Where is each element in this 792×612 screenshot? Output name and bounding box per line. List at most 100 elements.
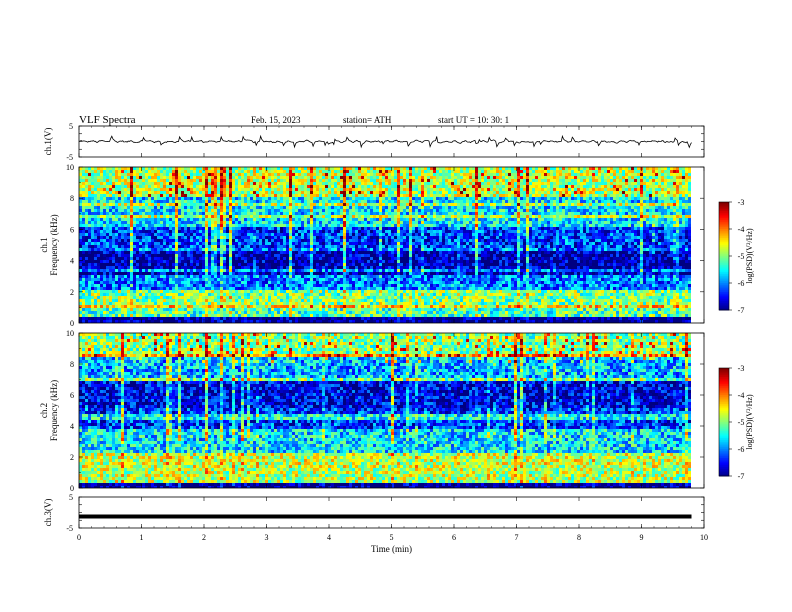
- spectrogram-cell: [169, 179, 172, 182]
- spectrogram-cell: [85, 209, 88, 212]
- spectrogram-cell: [166, 203, 169, 206]
- spectrogram-cell: [679, 209, 682, 212]
- spectrogram-cell: [490, 233, 493, 236]
- spectrogram-cell: [343, 185, 346, 188]
- spectrogram-cell: [295, 200, 298, 203]
- spectrogram-cell: [682, 221, 685, 224]
- spectrogram-cell: [661, 221, 664, 224]
- spectrogram-cell: [241, 191, 244, 194]
- spectrogram-cell: [349, 209, 352, 212]
- spectrogram-cell: [379, 215, 382, 218]
- spectrogram-cell: [538, 191, 541, 194]
- spectrogram-cell: [313, 179, 316, 182]
- spectrogram-cell: [172, 203, 175, 206]
- spectrogram-cell: [373, 233, 376, 236]
- spectrogram-cell: [283, 206, 286, 209]
- spectrogram-cell: [346, 176, 349, 179]
- spectrogram-cell: [526, 176, 529, 179]
- spectrogram-cell: [430, 179, 433, 182]
- spectrogram-cell: [283, 188, 286, 191]
- spectrogram-cell: [382, 191, 385, 194]
- spectrogram-cell: [505, 206, 508, 209]
- spectrogram-cell: [232, 179, 235, 182]
- spectrogram-cell: [259, 176, 262, 179]
- spectrogram-cell: [637, 233, 640, 236]
- spectrogram-cell: [157, 194, 160, 197]
- spectrogram-cell: [442, 188, 445, 191]
- spectrogram-cell: [664, 197, 667, 200]
- spectrogram-cell: [223, 185, 226, 188]
- spectrogram-cell: [238, 221, 241, 224]
- spectrogram-cell: [163, 188, 166, 191]
- spectrogram-cell: [310, 167, 313, 170]
- spectrogram-cell: [652, 209, 655, 212]
- spectrogram-cell: [118, 227, 121, 230]
- spectrogram-cell: [409, 206, 412, 209]
- spectrogram-cell: [208, 221, 211, 224]
- spectrogram-cell: [100, 206, 103, 209]
- spectrogram-cell: [619, 206, 622, 209]
- spectrogram-cell: [685, 194, 688, 197]
- spectrogram-cell: [676, 236, 679, 239]
- spectrogram-cell: [109, 182, 112, 185]
- spectrogram-cell: [373, 215, 376, 218]
- spectrogram-cell: [619, 176, 622, 179]
- spectrogram-cell: [592, 230, 595, 233]
- spectrogram-cell: [388, 191, 391, 194]
- spectrogram-cell: [79, 218, 82, 221]
- spectrogram-cell: [673, 185, 676, 188]
- spectrogram-cell: [526, 233, 529, 236]
- spectrogram-cell: [118, 206, 121, 209]
- spectrogram-cell: [403, 224, 406, 227]
- spectrogram-cell: [535, 233, 538, 236]
- spectrogram-cell: [361, 191, 364, 194]
- spectrogram-cell: [373, 182, 376, 185]
- spectrogram-cell: [454, 203, 457, 206]
- spectrogram-cell: [481, 203, 484, 206]
- spectrogram-cell: [229, 167, 232, 170]
- spectrogram-cell: [136, 230, 139, 233]
- spectrogram-cell: [217, 218, 220, 221]
- spectrogram-cell: [169, 191, 172, 194]
- spectrogram-cell: [499, 233, 502, 236]
- spectrogram-cell: [298, 176, 301, 179]
- spectrogram-cell: [403, 191, 406, 194]
- spectrogram-cell: [253, 200, 256, 203]
- spectrogram-cell: [358, 203, 361, 206]
- spectrogram-cell: [214, 191, 217, 194]
- spectrogram-cell: [415, 224, 418, 227]
- spectrogram-cell: [163, 191, 166, 194]
- spectrogram-cell: [247, 167, 250, 170]
- spectrogram-cell: [148, 206, 151, 209]
- spectrogram-cell: [679, 200, 682, 203]
- spectrogram-cell: [400, 173, 403, 176]
- spectrogram-cell: [661, 233, 664, 236]
- spectrogram-cell: [502, 191, 505, 194]
- spectrogram-cell: [601, 218, 604, 221]
- spectrogram-cell: [127, 182, 130, 185]
- spectrogram-cell: [343, 236, 346, 239]
- spectrogram-cell: [175, 182, 178, 185]
- spectrogram-cell: [517, 221, 520, 224]
- spectrogram-cell: [667, 230, 670, 233]
- spectrogram-cell: [286, 215, 289, 218]
- spectrogram-cell: [355, 191, 358, 194]
- spectrogram-cell: [670, 236, 673, 239]
- spectrogram-cell: [469, 182, 472, 185]
- spectrogram-cell: [517, 230, 520, 233]
- spectrogram-cell: [589, 185, 592, 188]
- spectrogram-cell: [271, 224, 274, 227]
- spectrogram-cell: [457, 191, 460, 194]
- spectrogram-cell: [418, 209, 421, 212]
- spectrogram-cell: [400, 188, 403, 191]
- spectrogram-cell: [397, 206, 400, 209]
- spectrogram-cell: [112, 227, 115, 230]
- spectrogram-cell: [190, 209, 193, 212]
- spectrogram-cell: [457, 185, 460, 188]
- spectrogram-cell: [112, 230, 115, 233]
- spectrogram-cell: [664, 182, 667, 185]
- spectrogram-cell: [91, 182, 94, 185]
- spectrogram-cell: [133, 215, 136, 218]
- spectrogram-cell: [601, 230, 604, 233]
- spectrogram-cell: [403, 209, 406, 212]
